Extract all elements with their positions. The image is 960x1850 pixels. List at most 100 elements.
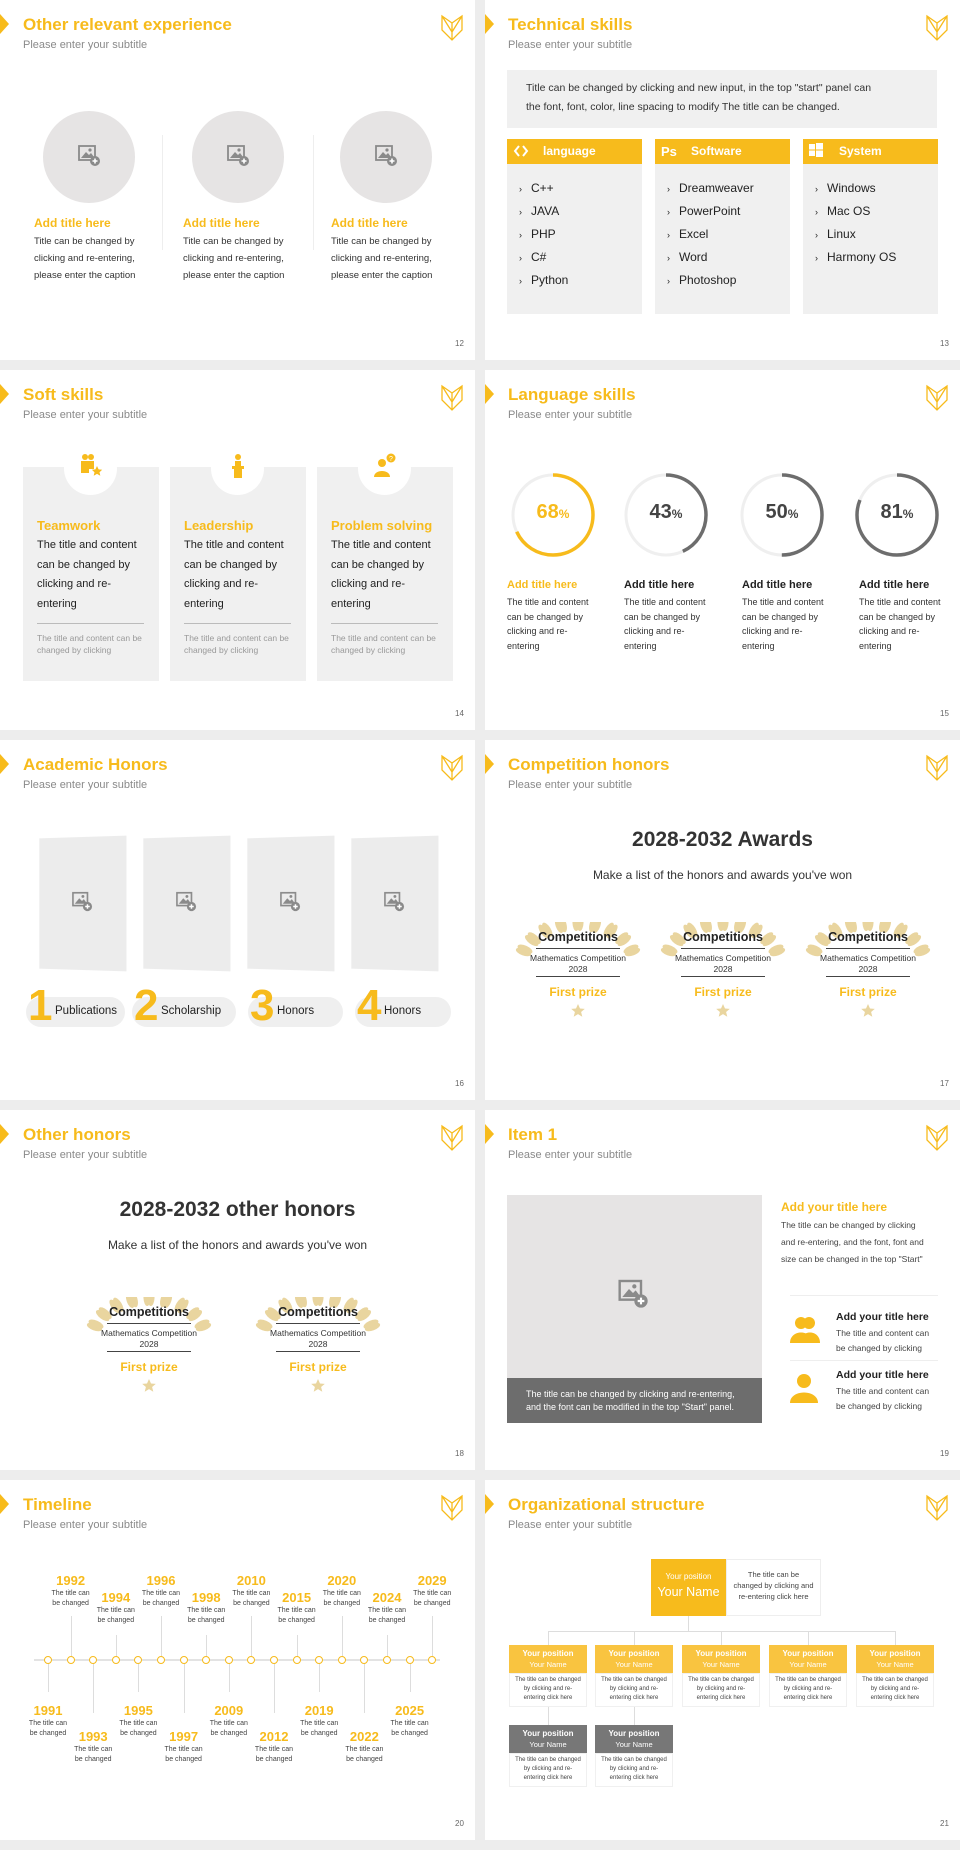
org-member-box[interactable]: Your position Your Name — [856, 1645, 934, 1673]
org-member-box[interactable]: Your position Your Name — [769, 1645, 847, 1673]
image-placeholder[interactable] — [39, 835, 127, 972]
timeline-dot[interactable] — [337, 1656, 346, 1664]
slide-title[interactable]: Other relevant experience — [23, 15, 232, 34]
org-desc-line: entering click here — [523, 1775, 573, 1781]
skill-list-item: › Excel — [667, 227, 708, 241]
slide-title[interactable]: Soft skills — [23, 385, 104, 404]
timeline-connector — [341, 1616, 343, 1657]
slide-title[interactable]: Academic Honors — [23, 755, 168, 774]
awards-subheading: Make a list of the honors and awards you… — [592, 868, 853, 882]
image-placeholder[interactable] — [351, 835, 439, 972]
org-desc-line: The title can be — [747, 1570, 800, 1579]
timeline-dot[interactable] — [247, 1656, 256, 1664]
image-add-icon — [279, 890, 301, 917]
timeline-text: The title can — [28, 1720, 68, 1727]
org-desc-line: The title can be changed — [775, 1677, 841, 1683]
timeline-dot[interactable] — [202, 1656, 211, 1664]
timeline-text: The title can — [164, 1746, 203, 1753]
timeline-dot[interactable] — [315, 1656, 324, 1664]
intro-line: the font, font, color, line spacing to m… — [526, 101, 840, 113]
award-name: Mathematics Competition — [530, 953, 626, 963]
award-divider — [826, 948, 910, 949]
image-placeholder[interactable] — [247, 835, 335, 972]
image-placeholder[interactable] — [143, 835, 231, 972]
slide-20: Timeline Please enter your subtitle 20 1991… — [0, 1480, 475, 1840]
image-placeholder[interactable] — [340, 111, 432, 203]
divider — [790, 1360, 938, 1361]
timeline-text: The title can — [367, 1607, 407, 1614]
timeline-dot[interactable] — [111, 1656, 120, 1664]
image-placeholder[interactable] — [192, 111, 284, 203]
image-placeholder[interactable] — [43, 111, 135, 203]
shield-logo-icon — [440, 14, 464, 47]
org-member-box[interactable]: Your position Your Name — [509, 1645, 587, 1673]
slide-subtitle[interactable]: Please enter your subtitle — [508, 1519, 633, 1531]
timeline-text: be changed — [255, 1756, 293, 1763]
award-category: Competitions — [828, 930, 908, 944]
timeline-dot[interactable] — [360, 1656, 369, 1664]
slide-title[interactable]: Item 1 — [508, 1125, 558, 1144]
skill-list-item: › Word — [667, 250, 707, 264]
org-member-box[interactable]: Your position Your Name — [509, 1725, 587, 1753]
org-member-box[interactable]: Your position Your Name — [595, 1645, 673, 1673]
timeline-dot[interactable] — [89, 1656, 98, 1664]
timeline-dot[interactable] — [66, 1656, 75, 1664]
timeline-dot[interactable] — [157, 1656, 165, 1664]
timeline-dot[interactable] — [405, 1656, 414, 1664]
timeline-dot[interactable] — [383, 1656, 391, 1664]
timeline-dot[interactable] — [44, 1656, 52, 1664]
slide-subtitle[interactable]: Please enter your subtitle — [508, 409, 633, 421]
skill-body-line: entering — [507, 640, 540, 651]
org-member-box[interactable]: Your position Your Name — [595, 1725, 673, 1753]
timeline-dot[interactable] — [428, 1656, 437, 1664]
bullet-chevron-icon: › — [815, 253, 818, 263]
icon-circle — [64, 442, 117, 495]
slide-subtitle[interactable]: Please enter your subtitle — [23, 39, 148, 51]
org-member-box[interactable]: Your position Your Name — [682, 1645, 760, 1673]
timeline-dot[interactable] — [179, 1656, 188, 1664]
divider — [790, 1295, 938, 1296]
slide-subtitle[interactable]: Please enter your subtitle — [508, 39, 633, 51]
laurel-wreath-icon — [655, 915, 791, 1027]
skill-name: PowerPoint — [679, 204, 741, 218]
title-arrow-icon — [0, 754, 9, 774]
slide-subtitle[interactable]: Please enter your subtitle — [23, 1519, 148, 1531]
timeline-dot[interactable] — [292, 1656, 301, 1664]
slide-17: Competition honors Please enter your subt… — [485, 740, 960, 1100]
slide-14: Soft skills Please enter your subtitle 14 T… — [0, 370, 475, 730]
org-desc-line: entering click here — [870, 1695, 920, 1701]
org-top-box[interactable]: Your position Your Name — [651, 1559, 726, 1616]
skill-name: Word — [679, 250, 708, 264]
slide-title[interactable]: Organizational structure — [508, 1495, 705, 1514]
timeline-connector — [70, 1616, 72, 1657]
org-desc-line: entering click here — [523, 1695, 573, 1701]
timeline-dot[interactable] — [134, 1656, 143, 1664]
award-prize: First prize — [289, 1360, 347, 1374]
shield-logo-icon — [440, 384, 464, 417]
honor-label: Honors — [277, 1005, 315, 1017]
slide-title[interactable]: Language skills — [508, 385, 636, 404]
page-number: 18 — [455, 1449, 464, 1458]
page-number: 16 — [455, 1079, 464, 1088]
awards-heading: 2028-2032 Awards — [632, 828, 813, 851]
org-name: Your Name — [529, 1740, 567, 1749]
slide-subtitle[interactable]: Please enter your subtitle — [508, 1149, 633, 1161]
slide-title[interactable]: Competition honors — [508, 755, 670, 774]
org-desc-line: changed by clicking and — [733, 1581, 814, 1590]
image-placeholder[interactable]: The title can be changed by clicking and… — [507, 1195, 762, 1423]
slide-title[interactable]: Other honors — [23, 1125, 131, 1144]
slide-subtitle[interactable]: Please enter your subtitle — [23, 779, 148, 791]
slide-subtitle[interactable]: Please enter your subtitle — [508, 779, 633, 791]
slide-title[interactable]: Timeline — [23, 1495, 92, 1514]
award-divider — [826, 976, 910, 977]
skill-column-header: System — [803, 139, 938, 164]
slide-title[interactable]: Technical skills — [508, 15, 633, 34]
caption-line: The title can be changed by clicking and… — [526, 1389, 735, 1399]
timeline-dot[interactable] — [270, 1656, 278, 1664]
card-body-line: can be changed by — [184, 558, 277, 571]
slide-subtitle[interactable]: Please enter your subtitle — [23, 1149, 148, 1161]
timeline-dot[interactable] — [224, 1656, 233, 1664]
slide-subtitle[interactable]: Please enter your subtitle — [23, 409, 148, 421]
slide-13: Technical skills Please enter your subtit… — [485, 0, 960, 360]
card-title: Problem solving — [331, 518, 433, 533]
